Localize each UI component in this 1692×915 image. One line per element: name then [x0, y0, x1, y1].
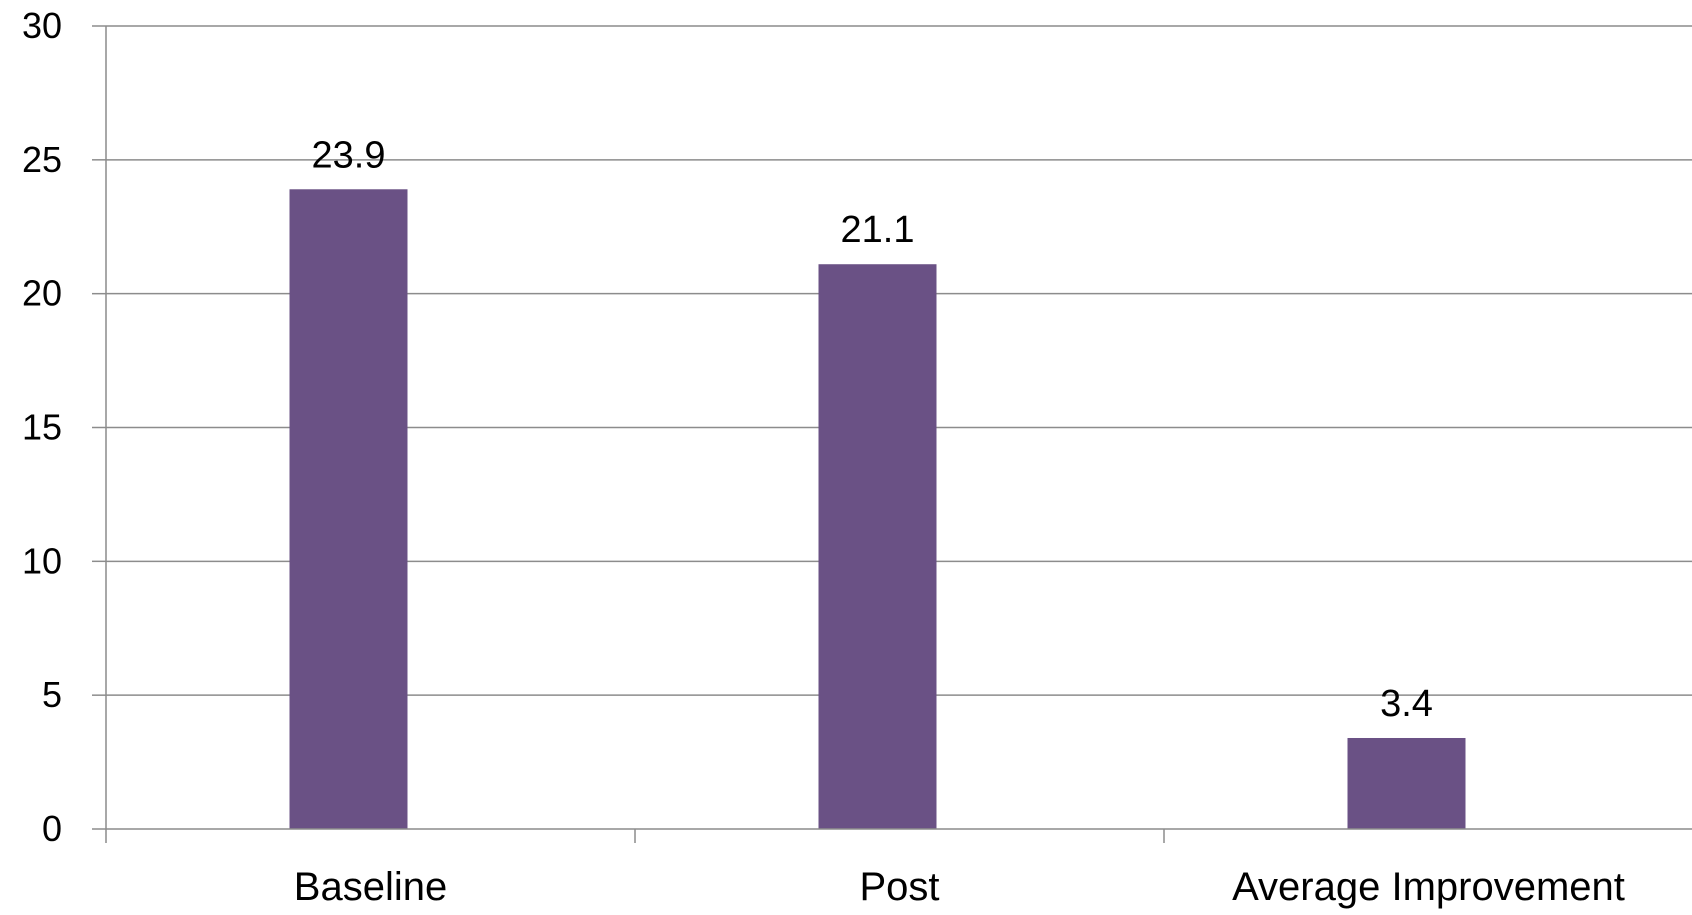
y-tick-label: 15 — [22, 407, 62, 448]
bar-baseline — [289, 189, 408, 829]
axes — [92, 25, 1692, 843]
y-axis-tick-labels: 0 5 10 15 20 25 30 — [22, 5, 62, 849]
bars — [289, 189, 1466, 829]
data-labels: 23.9 21.1 3.4 — [312, 134, 1433, 725]
y-tick-label: 20 — [22, 273, 62, 314]
x-category-label: Post — [859, 865, 939, 909]
x-category-label: Average Improvement — [1232, 865, 1625, 909]
y-tick-label: 30 — [22, 5, 62, 46]
y-tick-label: 0 — [42, 808, 62, 849]
data-label: 23.9 — [312, 134, 386, 176]
y-tick-label: 25 — [22, 139, 62, 180]
y-tick-label: 5 — [42, 674, 62, 715]
bar-post — [818, 264, 937, 829]
data-label: 21.1 — [841, 209, 915, 251]
x-category-label: Baseline — [294, 865, 447, 909]
data-label: 3.4 — [1380, 683, 1433, 725]
y-tick-label: 10 — [22, 540, 62, 581]
bar-average-improvement — [1347, 737, 1466, 829]
x-axis-category-labels: Baseline Post Average Improvement — [294, 865, 1625, 909]
